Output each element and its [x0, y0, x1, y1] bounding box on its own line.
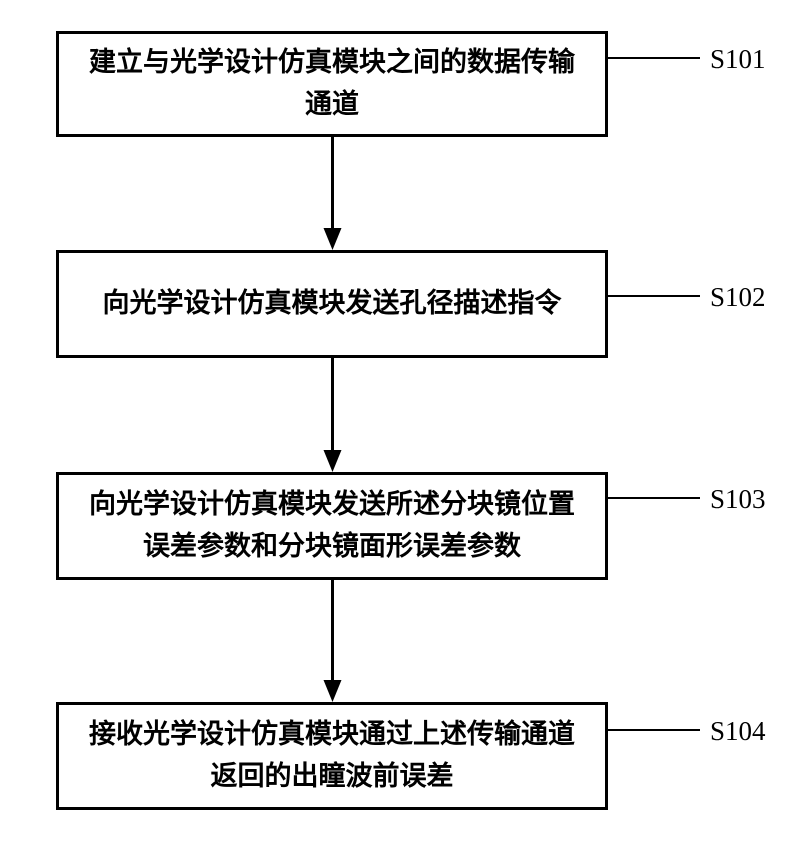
arrow-s103-s104 — [322, 580, 343, 702]
flow-node-s102-text: 向光学设计仿真模块发送孔径描述指令 — [103, 283, 562, 325]
flowchart-canvas: 建立与光学设计仿真模块之间的数据传输通道 向光学设计仿真模块发送孔径描述指令 向… — [0, 0, 800, 853]
flow-node-s104-text: 接收光学设计仿真模块通过上述传输通道返回的出瞳波前误差 — [81, 714, 583, 798]
step-label-s104: S104 — [710, 716, 766, 747]
flow-node-s101: 建立与光学设计仿真模块之间的数据传输通道 — [56, 31, 608, 137]
flow-node-s103-text: 向光学设计仿真模块发送所述分块镜位置误差参数和分块镜面形误差参数 — [81, 484, 583, 568]
step-label-s103: S103 — [710, 484, 766, 515]
flow-node-s104: 接收光学设计仿真模块通过上述传输通道返回的出瞳波前误差 — [56, 702, 608, 810]
step-label-s101-text: S101 — [710, 44, 766, 74]
step-label-s104-text: S104 — [710, 716, 766, 746]
leader-line-s103 — [608, 497, 700, 499]
arrow-s102-s103 — [322, 358, 343, 472]
leader-line-s102 — [608, 295, 700, 297]
arrow-s101-s102 — [322, 137, 343, 250]
flow-node-s103: 向光学设计仿真模块发送所述分块镜位置误差参数和分块镜面形误差参数 — [56, 472, 608, 580]
step-label-s101: S101 — [710, 44, 766, 75]
flow-node-s101-text: 建立与光学设计仿真模块之间的数据传输通道 — [81, 42, 583, 126]
flow-node-s102: 向光学设计仿真模块发送孔径描述指令 — [56, 250, 608, 358]
step-label-s102-text: S102 — [710, 282, 766, 312]
step-label-s103-text: S103 — [710, 484, 766, 514]
leader-line-s104 — [608, 729, 700, 731]
step-label-s102: S102 — [710, 282, 766, 313]
leader-line-s101 — [608, 57, 700, 59]
